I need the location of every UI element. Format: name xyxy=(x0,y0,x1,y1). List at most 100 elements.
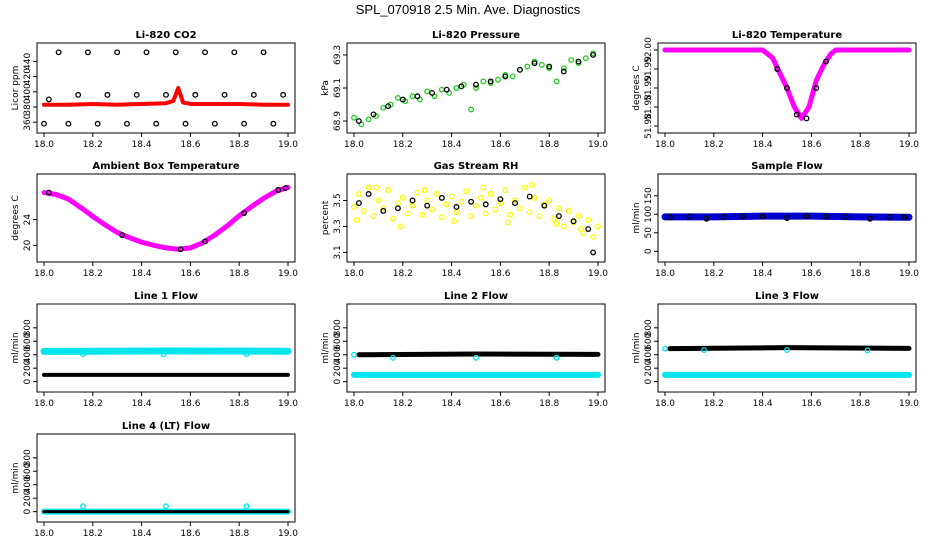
y-tick-label: 3.5 xyxy=(333,193,343,207)
data-point xyxy=(380,205,387,212)
data-point xyxy=(759,213,766,220)
data-point xyxy=(458,198,465,205)
data-point xyxy=(590,249,597,256)
y-tick-label: 420 xyxy=(23,68,33,85)
y-tick-label: 51.99 xyxy=(644,75,654,101)
data-point xyxy=(243,351,250,358)
data-point xyxy=(365,116,372,123)
data-point xyxy=(793,111,800,118)
x-tick-label: 18.8 xyxy=(229,269,249,279)
y-tick-label: 51.99 xyxy=(644,56,654,82)
data-point xyxy=(529,181,536,188)
data-point xyxy=(365,191,372,197)
x-tick-label: 18.0 xyxy=(344,269,364,279)
data-point xyxy=(41,120,47,127)
data-point xyxy=(480,78,487,85)
data-point xyxy=(104,91,111,98)
x-tick-label: 18.0 xyxy=(655,140,675,150)
y-tick-label: 0 xyxy=(644,248,654,254)
y-tick-label: 52.00 xyxy=(644,37,654,63)
series-line2-2 xyxy=(351,351,560,361)
data-point xyxy=(451,218,457,225)
data-point xyxy=(260,49,267,56)
data-point xyxy=(740,213,747,220)
x-tick-label: 18.4 xyxy=(753,269,773,279)
data-point xyxy=(275,187,282,193)
data-point xyxy=(509,73,516,80)
data-point xyxy=(568,56,575,63)
data-point xyxy=(497,196,504,203)
data-point xyxy=(701,347,707,353)
data-point xyxy=(355,118,362,124)
data-point xyxy=(803,213,810,220)
data-point xyxy=(424,88,431,95)
x-tick-label: 18.4 xyxy=(442,269,462,279)
data-point xyxy=(394,94,401,101)
data-point xyxy=(784,347,790,353)
data-point xyxy=(556,205,562,212)
series-line1-2 xyxy=(80,351,250,358)
data-point xyxy=(453,209,460,216)
data-point xyxy=(565,207,572,214)
series-rh-0 xyxy=(351,181,601,240)
data-point xyxy=(124,120,130,127)
data-point xyxy=(65,120,72,127)
y-tick-label: 200 xyxy=(23,359,33,376)
data-point xyxy=(45,96,52,103)
y-axis-label: ml/min xyxy=(11,462,21,493)
data-point xyxy=(419,211,426,218)
data-point xyxy=(438,86,445,93)
data-point xyxy=(575,213,582,220)
data-point xyxy=(385,103,392,110)
data-point xyxy=(231,49,238,56)
data-point xyxy=(502,187,509,194)
series-line xyxy=(662,47,912,121)
series-rh-1 xyxy=(355,191,597,256)
x-tick-label: 18.8 xyxy=(539,269,559,279)
data-point xyxy=(585,216,592,223)
series-line4-2 xyxy=(80,503,250,510)
data-point xyxy=(495,76,501,83)
series-line xyxy=(42,86,290,107)
data-point xyxy=(373,184,379,191)
data-point xyxy=(353,216,360,223)
data-point xyxy=(886,213,893,220)
x-tick-label: 19.0 xyxy=(899,140,919,150)
x-tick-label: 18.0 xyxy=(34,529,54,539)
plot-title: Li-820 Temperature xyxy=(732,30,842,41)
data-point xyxy=(375,197,382,204)
x-tick-label: 19.0 xyxy=(899,399,919,409)
data-point xyxy=(443,201,450,208)
y-axis-label: degrees C xyxy=(11,195,21,240)
data-point xyxy=(351,204,357,210)
data-point xyxy=(556,213,562,220)
plot-title: Line 2 Flow xyxy=(444,291,508,302)
series-pressure-1 xyxy=(355,52,597,124)
y-tick-label: 20 xyxy=(23,239,33,251)
data-point xyxy=(477,194,484,201)
x-tick-label: 18.6 xyxy=(490,140,510,150)
data-point xyxy=(507,211,514,218)
series-co2-1 xyxy=(41,49,287,127)
data-point xyxy=(94,120,101,127)
x-tick-label: 18.8 xyxy=(850,269,870,279)
plot-title: Sample Flow xyxy=(751,161,823,172)
data-point xyxy=(570,218,577,225)
data-point xyxy=(590,233,597,240)
data-point xyxy=(399,194,406,201)
x-tick-label: 18.2 xyxy=(83,269,103,279)
data-point xyxy=(492,206,499,213)
data-point xyxy=(842,213,849,220)
data-point xyxy=(560,223,567,230)
y-tick-label: 800 xyxy=(644,319,654,336)
data-point xyxy=(531,60,538,67)
y-axis-label: ml/min xyxy=(321,332,331,363)
plot-frame xyxy=(657,303,917,393)
series-temp-1 xyxy=(774,58,829,122)
y-tick-label: 0 xyxy=(333,379,343,385)
data-point xyxy=(177,246,184,253)
data-point xyxy=(119,232,126,239)
data-point xyxy=(473,354,479,361)
series-ambient-1 xyxy=(45,185,289,253)
data-point xyxy=(784,85,790,91)
